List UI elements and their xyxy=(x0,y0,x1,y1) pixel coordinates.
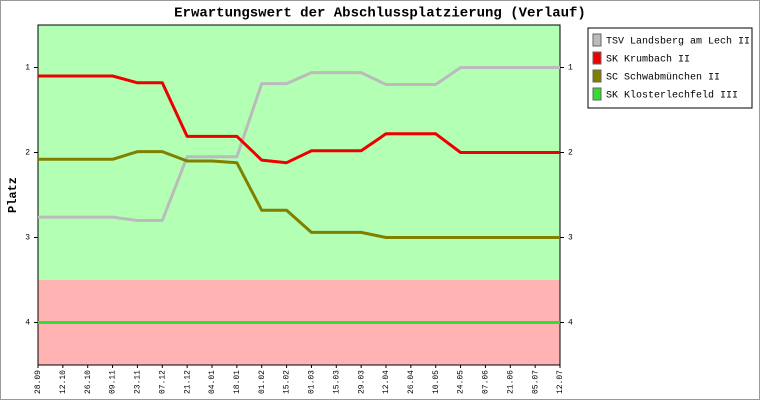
x-tick-label: 12.04 xyxy=(382,370,391,394)
y-tick-label: 1 xyxy=(25,64,30,73)
x-tick-label: 26.10 xyxy=(84,370,93,394)
x-tick-label: 10.05 xyxy=(432,370,441,394)
legend-box xyxy=(587,27,753,109)
legend-swatch xyxy=(592,87,602,101)
plot-border xyxy=(37,24,561,366)
x-tick-label: 15.02 xyxy=(283,370,292,394)
y-tick-label: 2 xyxy=(25,149,30,158)
y-tick-label: 1 xyxy=(568,64,573,73)
x-tick-label: 04.01 xyxy=(208,370,217,394)
x-tick-label: 24.05 xyxy=(457,370,466,394)
x-tick-label: 15.03 xyxy=(332,370,341,394)
x-tick-label: 18.01 xyxy=(233,370,242,394)
x-tick-label: 05.07 xyxy=(531,370,540,394)
x-tick-label: 09.11 xyxy=(109,370,118,394)
series-line xyxy=(38,74,560,165)
x-tick-label: 29.03 xyxy=(357,370,366,394)
x-tick-label: 12.10 xyxy=(59,370,68,394)
legend-swatch xyxy=(592,33,602,47)
y-tick-label: 2 xyxy=(568,149,573,158)
series-line xyxy=(38,66,560,222)
legend-label: SK Krumbach II xyxy=(606,54,690,66)
x-tick-label: 07.12 xyxy=(158,370,167,394)
legend-swatch xyxy=(592,69,602,83)
y-tick-label: 3 xyxy=(25,234,30,243)
legend-label: TSV Landsberg am Lech II xyxy=(606,36,750,48)
y-tick-label: 4 xyxy=(568,319,573,328)
series-line xyxy=(38,150,560,239)
x-tick-label: 23.11 xyxy=(134,370,143,394)
x-tick-label: 01.02 xyxy=(258,370,267,394)
x-tick-label: 01.03 xyxy=(308,370,317,394)
x-tick-label: 21.06 xyxy=(506,370,515,394)
x-tick-label: 21.12 xyxy=(183,370,192,394)
x-tick-label: 28.09 xyxy=(34,370,43,394)
chart-title: Erwartungswert der Abschlussplatzierung … xyxy=(174,6,586,22)
legend-swatch xyxy=(592,51,602,65)
y-axis-label: Platz xyxy=(6,177,20,213)
y-tick-label: 3 xyxy=(568,234,573,243)
x-tick-label: 07.06 xyxy=(482,370,491,394)
legend-label: SC Schwabmünchen II xyxy=(606,72,720,84)
x-tick-label: 26.04 xyxy=(407,370,416,394)
y-tick-label: 4 xyxy=(25,319,30,328)
x-tick-label: 12.07 xyxy=(556,370,565,394)
legend-label: SK Klosterlechfeld III xyxy=(606,90,738,102)
